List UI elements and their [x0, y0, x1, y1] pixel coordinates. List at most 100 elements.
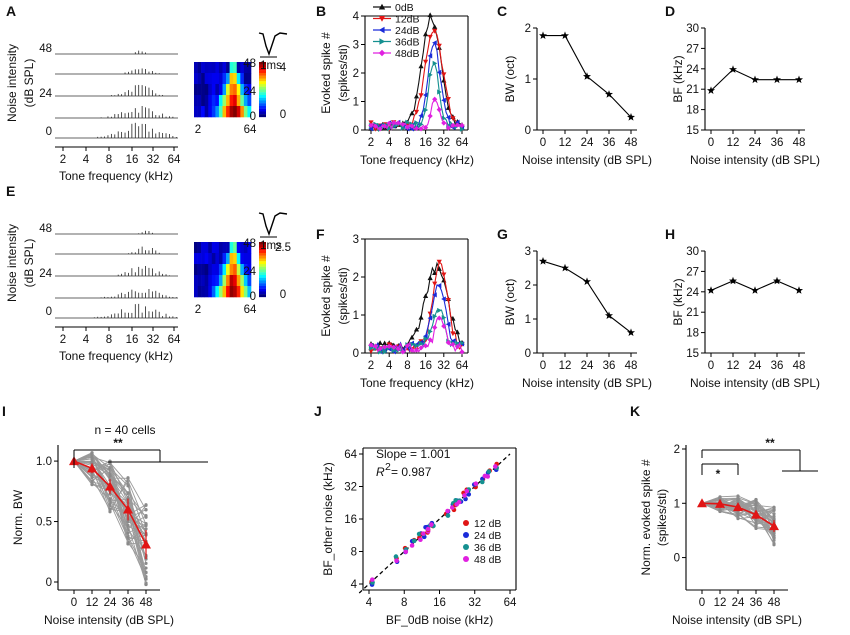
tuning-ylabel: Evoked spike #	[319, 255, 333, 337]
summary-xtick-label: 24	[749, 137, 762, 149]
pop-cell-point	[108, 474, 112, 478]
colorbar-segment	[259, 114, 266, 118]
summary-xtick-label: 12	[559, 137, 572, 149]
heatmap-cell	[204, 242, 209, 254]
raster-xtick-label: 2	[60, 154, 66, 166]
colorbar-segment	[259, 253, 266, 256]
heatmap-cell	[215, 275, 220, 287]
summary-ytick-label: 1	[525, 314, 531, 326]
summary-star-point	[729, 276, 737, 285]
heatmap-cell	[201, 62, 205, 74]
colorbar-segment	[259, 280, 266, 284]
heatmap-cell	[222, 242, 227, 254]
pop-ytick-label: 1.0	[36, 456, 52, 468]
tuning-xtick-label: 16	[419, 137, 432, 149]
heatmap-cell	[194, 106, 198, 118]
heatmap-cell	[247, 275, 252, 287]
tuning-marker-12dB	[368, 120, 374, 126]
heatmap-cell	[236, 242, 241, 254]
heatmap-cell	[222, 95, 227, 107]
heatmap-cell	[197, 84, 202, 96]
scatter-annotation-sup: 2	[385, 461, 391, 473]
tuning-marker-12dB	[413, 109, 420, 115]
heatmap-cell	[204, 73, 209, 85]
scatter-legend-label: 36 dB	[474, 542, 501, 554]
tuning-xtick-label: 4	[386, 360, 393, 372]
pop-cell-point	[126, 495, 130, 500]
heatmap-cell	[201, 286, 205, 298]
colorbar-segment	[259, 75, 266, 79]
tuning-marker-0dB	[409, 110, 415, 116]
tuning-curve-0dB	[370, 261, 463, 352]
colorbar-tick-label: 2.5	[275, 242, 291, 254]
tuning-marker-0dB	[454, 329, 461, 335]
heatmap-x-label: 2	[195, 124, 201, 136]
pop-mean-marker	[733, 502, 743, 512]
heatmap-cell	[226, 275, 230, 287]
heatmap-cell	[229, 95, 234, 107]
tuning-curve-12dB	[370, 260, 463, 353]
pop-xtick-label: 12	[714, 597, 727, 609]
summary-ytick-label: 21	[686, 84, 699, 96]
tuning-marker-36dB	[459, 340, 465, 346]
scatter-point-48dB	[425, 526, 431, 532]
heatmap-cell	[222, 73, 227, 85]
tuning-marker-36dB	[387, 126, 392, 132]
summary-star-point	[795, 286, 803, 294]
heatmap-cell	[236, 264, 241, 276]
pop-cell-point	[126, 520, 130, 524]
colorbar-segment	[259, 97, 266, 101]
summary-ytick-label: 15	[686, 125, 699, 137]
summary-star-point	[751, 75, 759, 84]
tuning-marker-24dB	[441, 97, 446, 103]
summary-xtick-label: 12	[559, 360, 572, 372]
tuning-ytick-label: 3	[353, 40, 359, 52]
colorbar-segment	[259, 62, 266, 65]
tuning-marker-48dB	[413, 125, 420, 132]
heatmap-cell	[197, 106, 202, 118]
raster-xtick-label: 4	[83, 154, 90, 166]
tuning-marker-36dB	[428, 328, 433, 335]
pop-ylabel-unit: (spikes/sti)	[655, 489, 669, 546]
pop-cell-point	[90, 475, 94, 480]
pop-cell-point	[144, 522, 148, 526]
heatmap-cell	[211, 73, 216, 85]
waveform-scale-label: 1ms	[260, 60, 282, 72]
heatmap-cell	[197, 73, 202, 85]
colorbar-segment	[259, 67, 266, 71]
tuning-marker-24dB	[432, 292, 437, 298]
tuning-marker-24dB	[445, 114, 451, 120]
colorbar-segment	[259, 291, 266, 295]
heatmap-cell	[208, 286, 213, 298]
pop-xtick-label: 0	[699, 597, 705, 609]
pop-xtick-label: 36	[750, 597, 763, 609]
colorbar-segment	[259, 272, 266, 276]
tuning-marker-12dB	[436, 43, 442, 49]
legend-marker-0dB	[378, 3, 386, 10]
pop-mean-marker	[123, 504, 133, 514]
raster-xtick-label: 4	[83, 334, 90, 346]
tuning-marker-48dB	[409, 123, 415, 129]
heatmap-cell	[243, 106, 248, 118]
tuning-marker-12dB	[423, 59, 429, 65]
colorbar-segment	[259, 84, 266, 87]
tuning-marker-0dB	[418, 314, 424, 320]
heatmap-cell	[222, 84, 227, 96]
tuning-marker-36dB	[400, 125, 406, 131]
pop-cell-point	[90, 451, 94, 455]
heatmap-cell	[194, 95, 198, 107]
tuning-marker-48dB	[400, 349, 406, 355]
pop-mean-marker	[87, 463, 97, 473]
scatter-point-48dB	[403, 549, 409, 555]
tuning-marker-24dB	[445, 321, 451, 327]
pop-cell-point	[144, 577, 148, 581]
pop-cell-point	[126, 542, 130, 546]
heatmap-cell	[243, 253, 248, 265]
heatmap-cell	[233, 286, 238, 298]
pop-mean-marker	[141, 539, 151, 549]
heatmap-cell	[204, 84, 209, 96]
tuning-marker-48dB	[391, 120, 397, 126]
heatmap-cell	[226, 84, 230, 96]
tuning-ytick-label: 4	[353, 11, 360, 23]
